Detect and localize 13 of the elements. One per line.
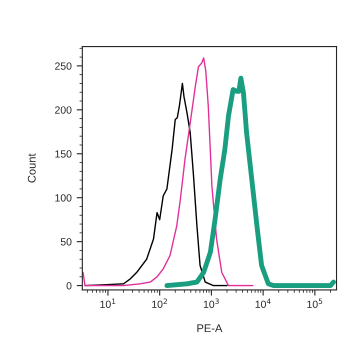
y-tick-label: 250 — [55, 62, 72, 70]
x-tick-label: 10$^{1}$ — [100, 298, 116, 308]
x-tick-label: 10$^{2}$ — [152, 298, 167, 308]
x-tick-label: 10$^{3}$ — [204, 298, 219, 308]
y-tick-label: 0 — [66, 282, 72, 290]
y-tick-label: 150 — [55, 150, 72, 158]
x-tick-label: 10$^{4}$ — [256, 298, 271, 308]
y-tick-label: 100 — [55, 194, 72, 202]
x-tick-label: 10$^{5}$ — [307, 298, 322, 308]
x-axis-title: PE-A — [197, 324, 222, 332]
y-axis-title: Count — [28, 154, 36, 183]
y-tick-label: 200 — [55, 106, 72, 114]
y-tick-label: 50 — [60, 238, 72, 246]
